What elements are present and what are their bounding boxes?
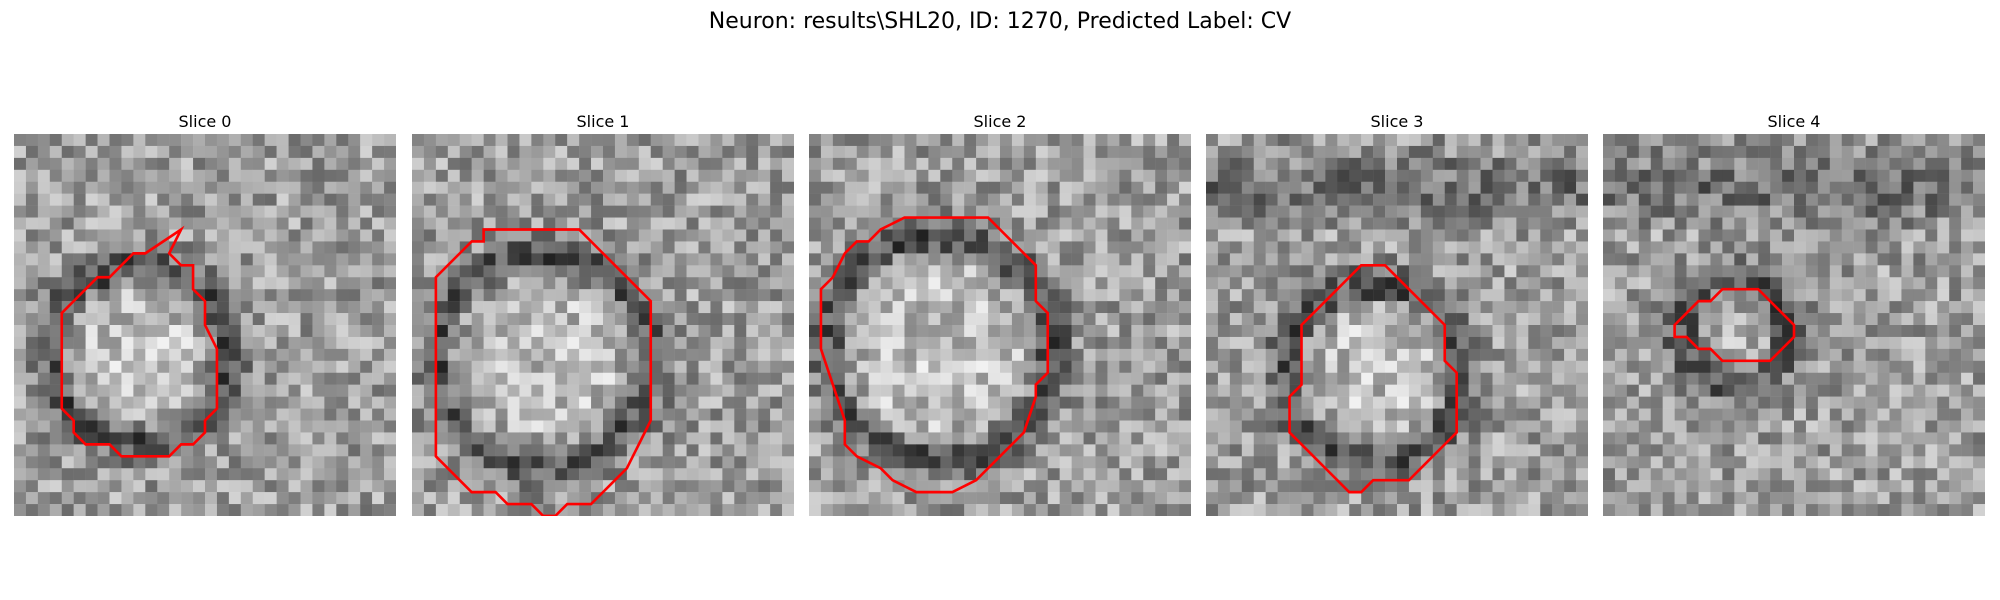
slice-image-0 (14, 134, 396, 516)
slice-image-1 (412, 134, 794, 516)
segmentation-contour (1288, 263, 1459, 494)
pixel-texture (1206, 134, 1588, 516)
slice-title-3: Slice 3 (1370, 112, 1424, 131)
slice-title-1: Slice 1 (576, 112, 630, 131)
slice-image-2 (809, 134, 1191, 516)
pixel-texture (412, 134, 794, 516)
pixel-texture (1603, 134, 1985, 516)
pixel-texture (809, 134, 1191, 516)
slice-title-2: Slice 2 (973, 112, 1027, 131)
segmentation-contour (60, 225, 219, 458)
figure-title: Neuron: results\SHL20, ID: 1270, Predict… (708, 9, 1292, 34)
slice-title-4: Slice 4 (1767, 112, 1821, 131)
slice-image-3 (1206, 134, 1588, 516)
segmentation-contour (1673, 287, 1796, 363)
pixel-texture (14, 134, 396, 516)
slice-image-4 (1603, 134, 1985, 516)
segmentation-contour (819, 216, 1050, 494)
slice-title-0: Slice 0 (178, 112, 232, 131)
segmentation-contour (434, 228, 653, 516)
